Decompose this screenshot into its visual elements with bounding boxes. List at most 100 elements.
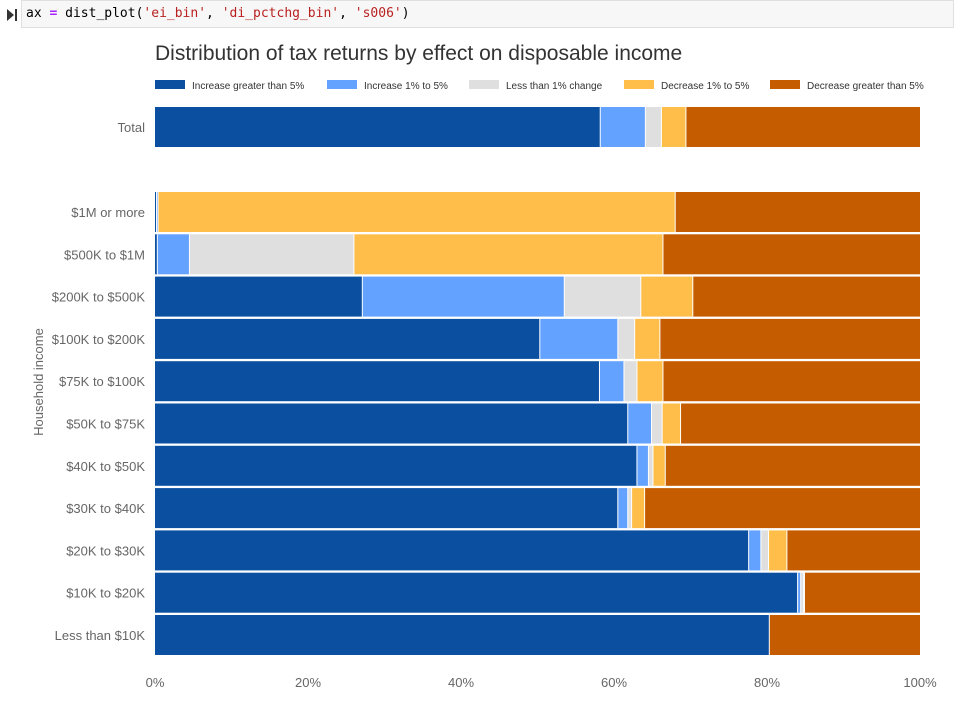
bar-segment-row bbox=[155, 318, 540, 359]
bar-segment-row bbox=[769, 615, 920, 655]
bar-area bbox=[155, 107, 920, 655]
bar-segment-row bbox=[636, 361, 663, 402]
x-tick-label: 60% bbox=[601, 675, 627, 690]
legend-swatch bbox=[155, 80, 185, 89]
bar-segment-row bbox=[623, 361, 637, 402]
y-tick-label: Total bbox=[118, 120, 146, 135]
legend-label: Less than 1% change bbox=[506, 81, 603, 92]
y-tick-label: $75K to $100K bbox=[59, 374, 145, 389]
bar-segment-row bbox=[786, 530, 920, 571]
bar-segment-row bbox=[362, 276, 565, 317]
x-tick-label: 100% bbox=[903, 675, 937, 690]
notebook-cell: ax = dist_plot('ei_bin', 'di_pctchg_bin'… bbox=[0, 0, 954, 30]
code-separator-2: , bbox=[339, 6, 355, 21]
chart-legend: Increase greater than 5% Increase 1% to 5… bbox=[155, 80, 924, 92]
run-cell-icon[interactable] bbox=[5, 8, 19, 22]
code-function: dist_plot( bbox=[65, 6, 144, 21]
bar-segment-row bbox=[627, 403, 652, 444]
x-tick-label: 40% bbox=[448, 675, 474, 690]
y-tick-label: Less than $10K bbox=[55, 628, 146, 643]
bar-segment-row bbox=[627, 488, 632, 529]
bar-segment-row bbox=[156, 192, 159, 232]
bar-segment-row bbox=[155, 488, 618, 529]
bar-segment-row bbox=[748, 530, 761, 571]
bar-segment-row bbox=[158, 192, 676, 232]
bar-segment-row bbox=[155, 276, 363, 317]
y-tick-label: $100K to $200K bbox=[52, 332, 146, 347]
bar-segment-row bbox=[675, 192, 920, 232]
cell-output: Distribution of tax returns by effect on… bbox=[0, 30, 954, 700]
code-operator: = bbox=[49, 6, 58, 21]
bar-segment-total bbox=[645, 107, 662, 147]
legend-label: Decrease greater than 5% bbox=[807, 81, 924, 92]
x-tick-label: 80% bbox=[754, 675, 780, 690]
bar-segment-row bbox=[155, 530, 749, 571]
y-axis-label: Household income bbox=[31, 328, 46, 436]
bar-segment-row bbox=[800, 572, 804, 613]
bar-segment-row bbox=[617, 488, 628, 529]
y-axis-tick-labels: Total $1M or more $500K to $1M $200K to $50… bbox=[52, 120, 146, 643]
bar-segment-row bbox=[155, 403, 628, 444]
x-tick-label: 20% bbox=[295, 675, 321, 690]
bar-segment-row bbox=[353, 234, 663, 275]
legend-label: Decrease 1% to 5% bbox=[661, 81, 749, 92]
bar-segment-row bbox=[155, 192, 157, 232]
code-arg-3: 's006' bbox=[354, 6, 402, 21]
bar-segment-row bbox=[617, 318, 635, 359]
bar-segment-row bbox=[640, 276, 693, 317]
bar-segment-row bbox=[665, 445, 920, 486]
bar-segment-row bbox=[662, 403, 681, 444]
bar-segment-row bbox=[155, 572, 798, 613]
y-tick-label: $30K to $40K bbox=[66, 501, 145, 516]
bar-segment-total bbox=[685, 107, 920, 147]
bar-segment-row bbox=[680, 403, 920, 444]
legend-swatch bbox=[469, 80, 499, 89]
bar-segment-row bbox=[651, 403, 663, 444]
bar-segment-total bbox=[155, 107, 601, 147]
bar-segment-row bbox=[662, 361, 920, 402]
bar-segment-row bbox=[155, 615, 770, 655]
bar-segment-row bbox=[760, 530, 769, 571]
y-tick-label: $40K to $50K bbox=[66, 459, 145, 474]
bar-segment-row bbox=[662, 234, 920, 275]
bar-segment-row bbox=[155, 234, 158, 275]
stacked-bar-chart: Distribution of tax returns by effect on… bbox=[31, 42, 937, 690]
bar-segment-row bbox=[644, 488, 920, 529]
legend-swatch bbox=[327, 80, 357, 89]
y-tick-label: $1M or more bbox=[71, 205, 145, 220]
bar-segment-row bbox=[797, 572, 801, 613]
chart-title: Distribution of tax returns by effect on… bbox=[155, 42, 682, 65]
bar-segment-row bbox=[564, 276, 641, 317]
bar-segment-row bbox=[157, 234, 190, 275]
bar-segment-row bbox=[804, 572, 920, 613]
legend-swatch bbox=[770, 80, 800, 89]
bar-segment-row bbox=[659, 318, 920, 359]
code-separator-1: , bbox=[206, 6, 222, 21]
bar-segment-row bbox=[155, 361, 600, 402]
y-tick-label: $200K to $500K bbox=[52, 290, 146, 305]
code-arg-2: 'di_pctchg_bin' bbox=[221, 6, 340, 21]
x-axis-tick-labels: 0% 20% 40% 60% 80% 100% bbox=[146, 675, 937, 690]
bar-segment-row bbox=[636, 445, 649, 486]
bar-segment-row bbox=[648, 445, 654, 486]
bar-segment-total bbox=[600, 107, 646, 147]
bar-segment-row bbox=[768, 530, 787, 571]
legend-label: Increase 1% to 5% bbox=[364, 81, 448, 92]
y-tick-label: $20K to $30K bbox=[66, 543, 145, 558]
code-input[interactable]: ax = dist_plot('ei_bin', 'di_pctchg_bin'… bbox=[21, 0, 954, 28]
legend-swatch bbox=[624, 80, 654, 89]
legend-label: Increase greater than 5% bbox=[192, 81, 304, 92]
bar-segment-row bbox=[189, 234, 354, 275]
bar-segment-total bbox=[661, 107, 686, 147]
bar-segment-row bbox=[653, 445, 666, 486]
bar-segment-row bbox=[692, 276, 920, 317]
bar-segment-row bbox=[634, 318, 660, 359]
bar-segment-row bbox=[539, 318, 618, 359]
y-tick-label: $10K to $20K bbox=[66, 586, 145, 601]
bar-segment-row bbox=[599, 361, 624, 402]
code-close-paren: ) bbox=[401, 6, 410, 21]
x-tick-label: 0% bbox=[146, 675, 165, 690]
y-tick-label: $50K to $75K bbox=[66, 417, 145, 432]
code-variable: ax bbox=[26, 6, 42, 21]
bar-segment-row bbox=[155, 445, 637, 486]
